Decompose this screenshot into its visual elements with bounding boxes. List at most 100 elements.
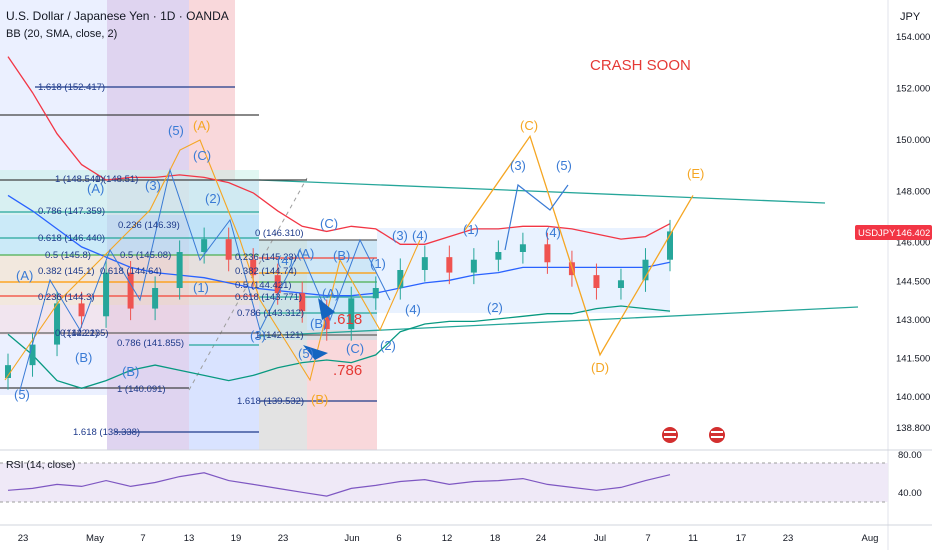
wave-label: (5) [556, 158, 572, 173]
rsi-tick: 40.00 [898, 488, 922, 499]
time-tick: Jun [344, 533, 359, 544]
zone-pink-top [189, 0, 235, 180]
candle-body [470, 259, 477, 273]
candle-body [5, 365, 11, 378]
time-axis-ticks[interactable]: 23 May 7 13 19 23 Jun 6 12 18 24 Jul 7 11 17 23 Aug [18, 533, 879, 544]
triangle-upper-line [258, 179, 826, 204]
candle-body [667, 231, 673, 260]
fib-label: 1 (140.091) [117, 384, 166, 395]
wave-label: .618 [333, 311, 362, 328]
currency-label: JPY [900, 11, 921, 23]
candle-body [176, 252, 183, 288]
candle-body [519, 244, 526, 252]
candle-body [274, 275, 281, 294]
orange-wave-path [4, 139, 421, 382]
candle-body [495, 252, 502, 260]
time-tick: Aug [862, 533, 879, 544]
wave-label: (2) [205, 191, 221, 206]
fib-label: 0.5 (144.421) [235, 280, 292, 291]
dashed-diagonal-1 [188, 177, 308, 391]
candle-body [348, 298, 355, 330]
wave-label: (5) [168, 123, 184, 138]
rsi-tick: 80.00 [898, 450, 922, 461]
candle-body [29, 344, 36, 366]
price-tick: 152.000 [896, 83, 930, 94]
wave-label: (B) [310, 316, 327, 331]
zone-blue-mid [189, 180, 259, 450]
time-tick: Jul [594, 533, 606, 544]
time-tick: 13 [184, 533, 195, 544]
wave-label: (E) [687, 166, 704, 181]
candle-body [201, 239, 208, 252]
rsi-label[interactable]: RSI (14, close) [6, 459, 75, 471]
wave-label: (1) [463, 222, 479, 237]
fib-label: 0.236 (146.39) [118, 220, 180, 231]
wave-label: (B) [311, 392, 328, 407]
candle-body [617, 280, 624, 288]
wave-label: (4) [545, 225, 561, 240]
candles [5, 219, 673, 390]
fib-band-4 [0, 305, 259, 335]
fib-label: 1.618 (138.338) [73, 427, 140, 438]
down-arrow-marker [318, 298, 335, 320]
candle-body [225, 239, 232, 260]
last-price-label: USDJPY 146.402 [855, 225, 932, 240]
time-tick: 11 [688, 533, 698, 544]
wave-label: (5) [298, 346, 314, 361]
wave-label: (C) [193, 148, 211, 163]
blue-wave-path [504, 183, 569, 251]
fib-label: 1.618 (139.532) [237, 396, 304, 407]
price-tick: 146.000 [896, 238, 930, 249]
wave-label: (A) [297, 246, 314, 261]
indicator-label[interactable]: BB (20, SMA, close, 2) [6, 28, 117, 40]
fib-label: 0.618 (143.771) [235, 292, 302, 303]
candle-body [421, 257, 428, 270]
time-tick: 19 [231, 533, 242, 544]
fib-label: 0.236 (145.23) [235, 252, 297, 263]
fib-label: 0 (142.21) [55, 328, 98, 339]
projection-wave-path [464, 134, 694, 357]
fib-label: 1 (142.121) [255, 330, 304, 341]
fib-label: 0 (146.310) [255, 228, 304, 239]
wave-label: (3) [510, 158, 526, 173]
price-axis-ticks[interactable]: 154.000 152.000 150.000 148.000 146.000 144.5… [896, 32, 930, 499]
wave-label: (B) [75, 350, 92, 365]
price-tick: 150.000 [896, 135, 930, 146]
wave-label: .786 [333, 362, 362, 379]
fib-lines [0, 86, 377, 433]
triangle-lower-line [258, 306, 859, 337]
time-tick: 7 [140, 533, 145, 544]
crash-soon-annotation: CRASH SOON [590, 57, 691, 74]
fib-label: 0.382 (144.74) [235, 266, 297, 277]
time-tick: May [86, 533, 104, 544]
price-tick: 141.500 [896, 353, 930, 364]
wave-label: (5) [14, 387, 30, 402]
last-price-symbol: USDJPY [858, 228, 896, 239]
wave-label: (C) [520, 118, 538, 133]
zone-gray [259, 240, 307, 450]
time-tick: 23 [18, 533, 29, 544]
wave-label: (3) [145, 178, 161, 193]
event-flag-us-1[interactable] [662, 427, 678, 443]
price-tick: 154.000 [896, 32, 930, 43]
fib-label: 0.786 (147.359) [38, 206, 105, 217]
price-tick: 144.500 [896, 276, 930, 287]
wave-label: (B) [333, 248, 350, 263]
time-tick: 6 [396, 533, 401, 544]
fib-label: 0.786 (141.855) [117, 338, 184, 349]
candle-body [250, 259, 257, 276]
fib-labels: 1.618 (152.417) 1 (148.540)1 (148.51) 0.78… [38, 82, 304, 438]
price-tick: 148.000 [896, 186, 930, 197]
price-tick: 143.000 [896, 315, 930, 326]
candle-body [103, 272, 110, 317]
last-price-value: 146.402 [896, 228, 930, 239]
candle-body [372, 288, 379, 299]
candle-body [127, 272, 134, 309]
wave-label: (4) [405, 302, 421, 317]
event-flag-us-2[interactable] [709, 427, 725, 443]
zone-pink-low [307, 330, 377, 450]
fib-label: 1 (148.51) [95, 174, 138, 185]
candle-body [299, 293, 306, 312]
blue-subwave-path [19, 168, 391, 391]
